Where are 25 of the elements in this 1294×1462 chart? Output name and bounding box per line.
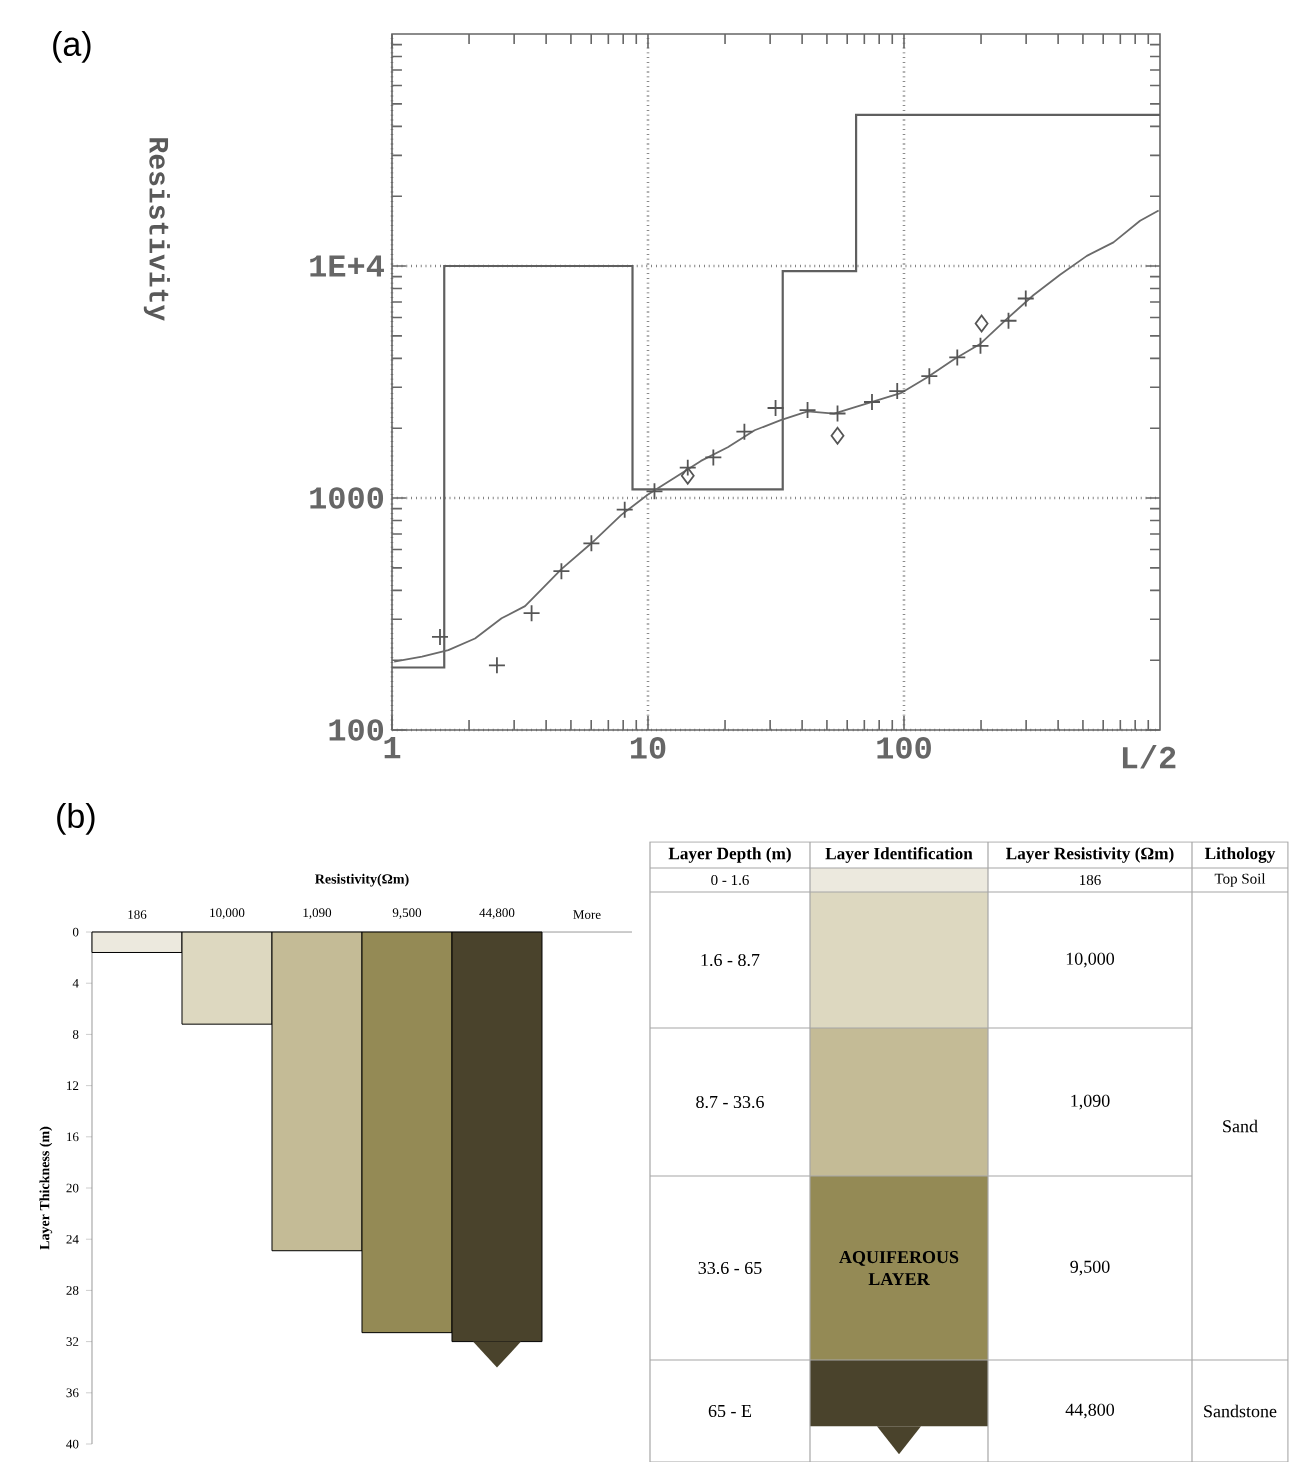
y-axis-title: Resistivity (143, 138, 170, 321)
category-label: 33.6 - 65 (698, 1261, 762, 1275)
x-tick-label: 10 (630, 737, 666, 759)
category-label: Lithology (1204, 847, 1276, 863)
text: 9,500 (1070, 1260, 1110, 1276)
category-label: Layer Depth (m) (668, 847, 791, 863)
x-axis-title: L/2 (1122, 745, 1176, 769)
category-label: 65 - E (708, 1404, 752, 1418)
category-label: 8.7 - 33.6 (696, 1095, 764, 1109)
text: (b) (57, 803, 95, 835)
category-label: 1.6 - 8.7 (701, 953, 760, 967)
text: Sand (1223, 1119, 1258, 1133)
x-tick-label: 1 (384, 737, 401, 759)
text: 1,090 (1071, 1094, 1110, 1110)
category-label: Layer Identification (825, 847, 973, 863)
y-tick-label: 1E+4 (310, 255, 384, 277)
y-tick-label: 100 (329, 719, 384, 741)
text: 44,800 (1065, 1403, 1115, 1419)
text: (a) (53, 31, 91, 63)
text: Sandstone (1204, 1404, 1277, 1418)
x-tick-label: 100 (877, 737, 931, 759)
text: 10,000 (1066, 952, 1115, 968)
y-tick-label: 1000 (310, 487, 384, 509)
text: AQUIFEROUS LAYER (839, 1251, 959, 1285)
category-label: Layer Resistivity (Ωm) (1006, 847, 1174, 863)
